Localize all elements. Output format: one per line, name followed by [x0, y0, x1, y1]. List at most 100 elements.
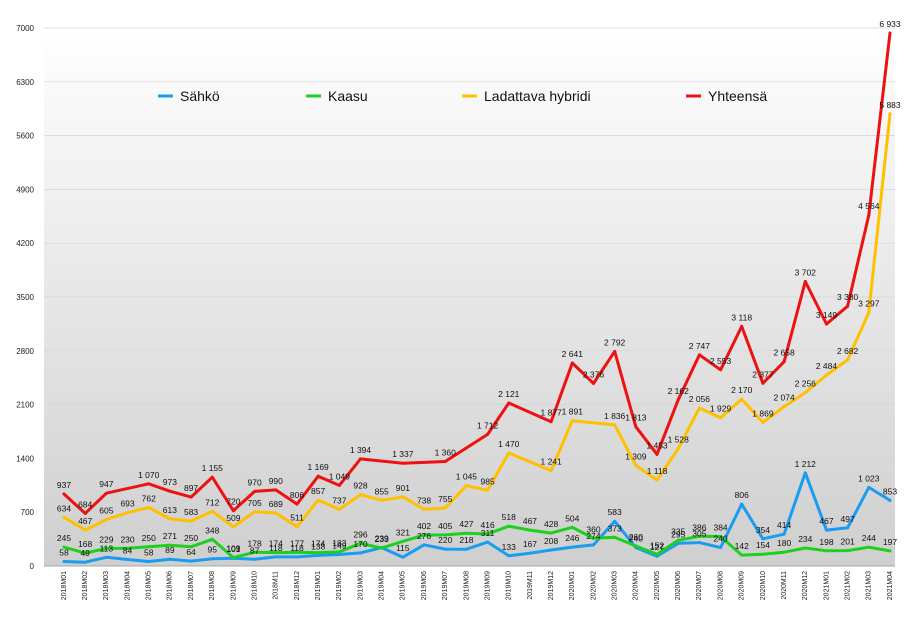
data-label-s-hk-: 118 — [290, 543, 304, 553]
data-point-ladattava-hybridi — [634, 463, 638, 467]
data-label-yhteens-: 947 — [99, 479, 113, 489]
data-label-yhteens-: 1 049 — [329, 471, 351, 481]
data-point-s-hk- — [295, 555, 299, 559]
data-label-ladattava-hybridi: 2 074 — [773, 393, 795, 403]
data-point-kaasu — [104, 546, 108, 550]
data-label-ladattava-hybridi: 738 — [417, 495, 431, 505]
data-point-yhteens- — [401, 461, 405, 465]
series-line-ladattava-hybridi — [62, 112, 892, 532]
data-point-ladattava-hybridi — [867, 311, 871, 315]
data-label-s-hk-: 1 212 — [795, 459, 817, 469]
x-tick-label: 2018M07 — [188, 571, 195, 600]
x-tick-label: 2021M02 — [844, 571, 851, 600]
data-point-yhteens- — [655, 452, 659, 456]
data-label-ladattava-hybridi: 705 — [248, 498, 262, 508]
x-tick-label: 2019M06 — [421, 571, 428, 600]
data-point-yhteens- — [231, 509, 235, 513]
series-line-s-hk- — [62, 471, 892, 564]
data-point-s-hk- — [337, 553, 341, 557]
data-label-kaasu: 335 — [671, 526, 685, 536]
data-label-s-hk-: 806 — [735, 490, 749, 500]
data-label-s-hk-: 274 — [586, 531, 600, 541]
data-label-ladattava-hybridi: 1 869 — [752, 408, 774, 418]
legend-label-s-hk-: Sähkö — [180, 88, 220, 104]
data-point-kaasu — [401, 539, 405, 543]
data-label-ladattava-hybridi: 613 — [163, 505, 177, 515]
data-label-s-hk-: 49 — [80, 548, 90, 558]
data-point-ladattava-hybridi — [274, 511, 278, 515]
data-point-kaasu — [231, 556, 235, 560]
data-point-s-hk- — [570, 545, 574, 549]
data-point-ladattava-hybridi — [803, 391, 807, 395]
data-label-s-hk-: 246 — [565, 533, 579, 543]
data-point-s-hk- — [126, 558, 130, 562]
data-label-kaasu: 384 — [713, 522, 727, 532]
data-label-kaasu: 109 — [226, 544, 240, 554]
data-point-s-hk- — [464, 547, 468, 551]
data-point-yhteens- — [676, 398, 680, 402]
data-label-kaasu: 373 — [608, 523, 622, 533]
data-label-kaasu: 245 — [57, 533, 71, 543]
data-point-s-hk- — [189, 559, 193, 563]
data-label-ladattava-hybridi: 583 — [184, 507, 198, 517]
data-label-s-hk-: 149 — [332, 541, 346, 551]
data-label-kaasu: 428 — [544, 519, 558, 529]
y-tick-label: 6300 — [16, 78, 34, 87]
data-point-s-hk- — [401, 555, 405, 559]
data-point-kaasu — [803, 546, 807, 550]
data-point-yhteens- — [253, 489, 257, 493]
data-label-kaasu: 152 — [650, 540, 664, 550]
data-label-yhteens-: 973 — [163, 477, 177, 487]
x-tick-label: 2020M12 — [802, 571, 809, 600]
data-label-s-hk-: 1 023 — [858, 473, 880, 483]
data-point-kaasu — [168, 543, 172, 547]
data-label-s-hk-: 170 — [353, 539, 367, 549]
x-tick-label: 2019M12 — [548, 571, 555, 600]
data-label-kaasu: 360 — [586, 524, 600, 534]
data-label-ladattava-hybridi: 901 — [396, 483, 410, 493]
data-label-kaasu: 321 — [396, 527, 410, 537]
data-point-ladattava-hybridi — [443, 506, 447, 510]
data-point-yhteens- — [803, 279, 807, 283]
data-point-s-hk- — [359, 551, 363, 555]
y-tick-label: 700 — [21, 508, 35, 517]
data-label-s-hk-: 239 — [375, 534, 389, 544]
data-point-kaasu — [570, 525, 574, 529]
data-label-kaasu: 244 — [862, 533, 876, 543]
data-label-ladattava-hybridi: 693 — [120, 499, 134, 509]
data-label-ladattava-hybridi: 689 — [269, 499, 283, 509]
data-label-kaasu: 198 — [819, 537, 833, 547]
data-label-ladattava-hybridi: 2 170 — [731, 385, 753, 395]
x-tick-label: 2020M02 — [590, 571, 597, 600]
data-point-kaasu — [316, 551, 320, 555]
data-label-yhteens-: 1 712 — [477, 420, 499, 430]
data-label-s-hk-: 127 — [650, 542, 664, 552]
data-point-kaasu — [888, 549, 892, 553]
data-point-kaasu — [697, 534, 701, 538]
data-label-yhteens-: 2 121 — [498, 389, 520, 399]
data-point-ladattava-hybridi — [359, 493, 363, 497]
data-point-yhteens- — [316, 474, 320, 478]
x-tick-label: 2020M11 — [781, 571, 788, 600]
data-label-yhteens-: 3 118 — [731, 312, 752, 322]
x-tick-label: 2019M05 — [400, 571, 407, 600]
data-point-yhteens- — [295, 502, 299, 506]
data-point-ladattava-hybridi — [486, 488, 490, 492]
data-label-s-hk-: 853 — [883, 486, 897, 496]
data-label-yhteens-: 1 155 — [202, 463, 224, 473]
data-point-ladattava-hybridi — [782, 405, 786, 409]
x-tick-label: 2018M03 — [103, 571, 110, 600]
data-point-ladattava-hybridi — [104, 518, 108, 522]
data-label-s-hk-: 220 — [438, 535, 452, 545]
x-tick-label: 2021M03 — [866, 571, 873, 600]
data-label-ladattava-hybridi: 1 470 — [498, 439, 520, 449]
data-label-kaasu: 234 — [798, 534, 812, 544]
legend-label-kaasu: Kaasu — [328, 88, 368, 104]
data-label-yhteens-: 1 813 — [625, 413, 647, 423]
x-tick-label: 2018M12 — [294, 571, 301, 600]
data-point-yhteens- — [189, 495, 193, 499]
data-label-yhteens-: 1 453 — [646, 440, 668, 450]
data-point-ladattava-hybridi — [888, 112, 892, 116]
data-label-ladattava-hybridi: 2 056 — [689, 394, 711, 404]
